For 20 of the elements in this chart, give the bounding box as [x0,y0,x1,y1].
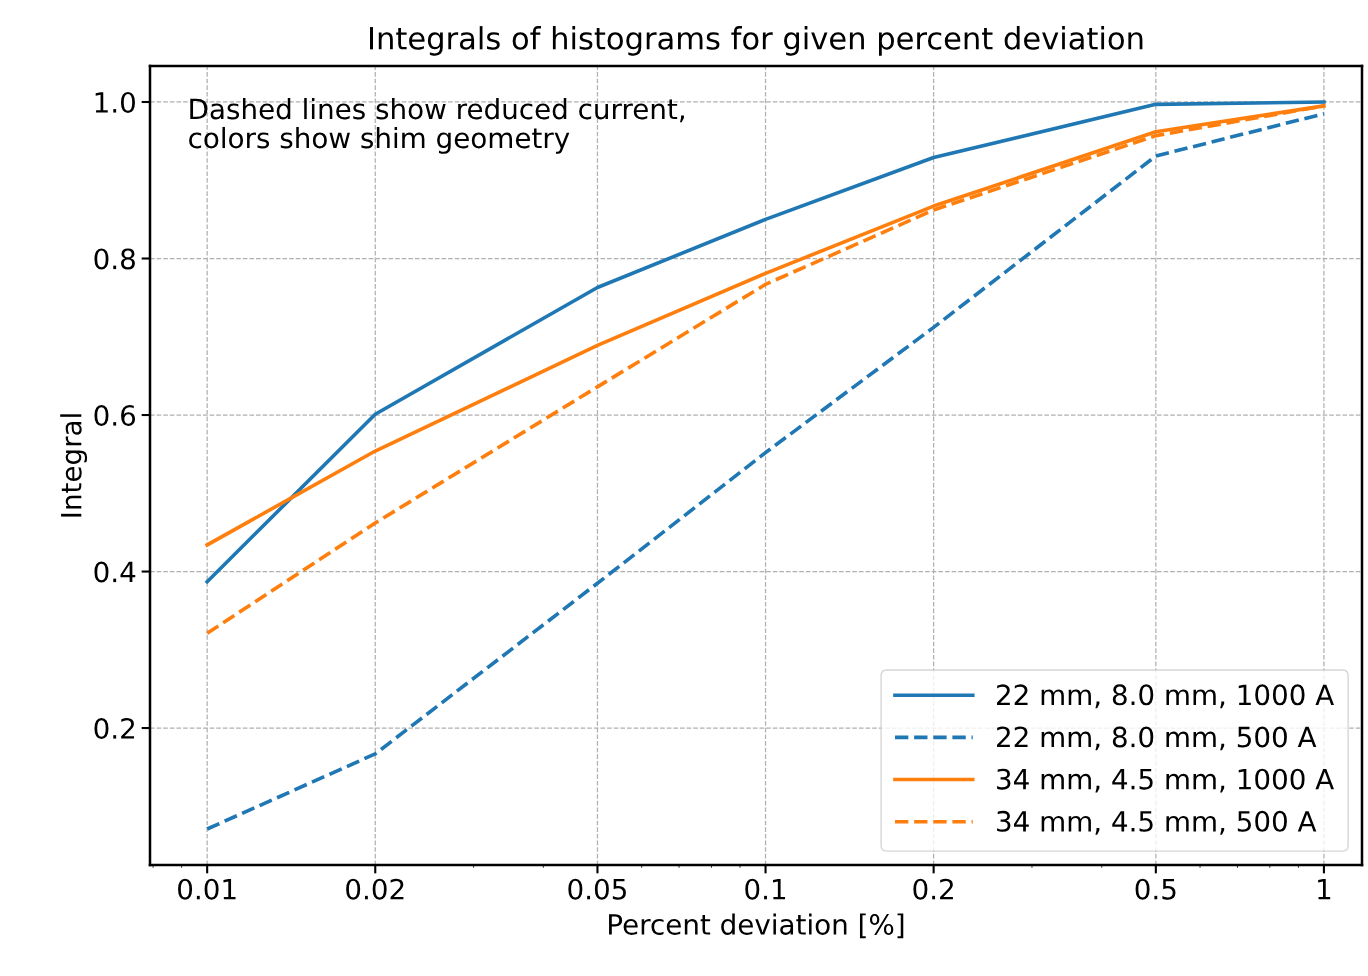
x-tick-label: 0.05 [568,878,626,900]
y-axis-title: Integral [60,414,88,517]
x-tick-label: 0.01 [178,878,236,900]
y-tick-label: 0.8 [94,248,135,270]
y-tick-label: 1.0 [95,91,135,113]
y-tick-label: 0.4 [94,561,136,583]
legend-label: 22 mm, 8.0 mm, 1000 A [997,684,1335,709]
x-tick-label: 0.1 [745,878,786,900]
y-tick-label: 0.2 [94,717,135,739]
x-tick-label: 1 [1318,879,1331,900]
legend-label: 34 mm, 4.5 mm, 500 A [997,810,1317,835]
x-tick-label: 0.2 [913,878,953,900]
x-tick-label: 0.5 [1135,878,1176,900]
legend-label: 22 mm, 8.0 mm, 500 A [997,726,1317,751]
legend-label: 34 mm, 4.5 mm, 1000 A [997,768,1335,793]
y-tick-label: 0.6 [94,404,136,426]
annotation: Dashed lines show reduced current, colors show shim geometry [189,97,684,154]
chart-title: Integrals of histograms for given percent deviation [370,26,1143,56]
x-axis-title: Percent deviation [%] [609,913,904,939]
x-tick-label: 0.02 [346,878,404,900]
